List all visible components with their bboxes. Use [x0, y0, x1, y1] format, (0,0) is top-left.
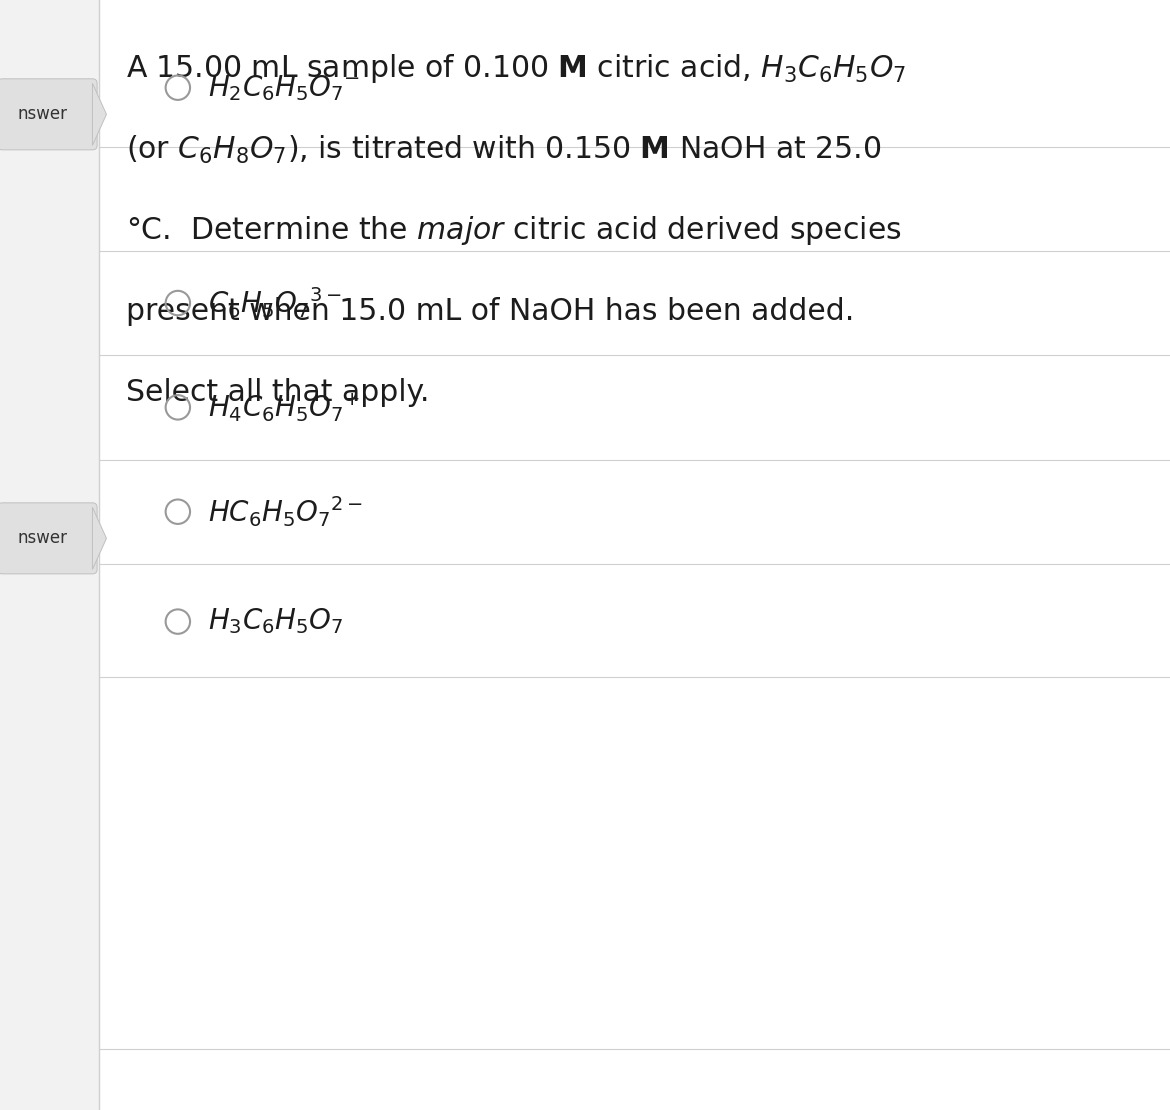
Text: $HC_6H_5O_7$$^{2−}$: $HC_6H_5O_7$$^{2−}$: [208, 494, 364, 529]
Text: °C.  Determine the $\mathbf{\mathit{major}}$ citric acid derived species: °C. Determine the $\mathbf{\mathit{major…: [126, 214, 902, 248]
Text: present when 15.0 mL of NaOH has been added.: present when 15.0 mL of NaOH has been ad…: [126, 297, 855, 326]
Text: $C_6H_5O_7$$^{3−}$: $C_6H_5O_7$$^{3−}$: [208, 285, 343, 321]
Text: Select all that apply.: Select all that apply.: [126, 379, 429, 407]
FancyBboxPatch shape: [0, 503, 97, 574]
Text: A 15.00 mL sample of 0.100 $\mathbf{M}$ citric acid, $H_3C_6H_5O_7$: A 15.00 mL sample of 0.100 $\mathbf{M}$ …: [126, 52, 907, 85]
Text: nswer: nswer: [18, 105, 68, 123]
Text: (or $C_6H_8O_7$), is titrated with 0.150 $\mathbf{M}$ NaOH at 25.0: (or $C_6H_8O_7$), is titrated with 0.150…: [126, 134, 882, 165]
Polygon shape: [92, 83, 106, 145]
Polygon shape: [92, 507, 106, 569]
Text: $H_2C_6H_5O_7$$^{−}$: $H_2C_6H_5O_7$$^{−}$: [208, 73, 360, 102]
Text: $H_4C_6H_5O_7$$^{+}$: $H_4C_6H_5O_7$$^{+}$: [208, 391, 360, 424]
Text: nswer: nswer: [18, 529, 68, 547]
FancyBboxPatch shape: [0, 0, 99, 1110]
Text: $H_3C_6H_5O_7$: $H_3C_6H_5O_7$: [208, 607, 344, 636]
FancyBboxPatch shape: [0, 79, 97, 150]
